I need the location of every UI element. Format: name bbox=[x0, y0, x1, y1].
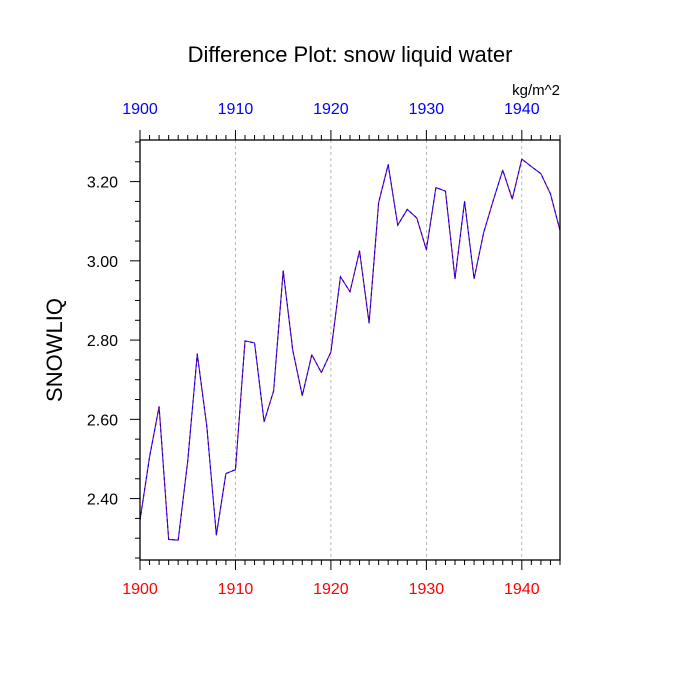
plot-frame bbox=[139, 139, 561, 561]
y-tick-label-3.00: 3.00 bbox=[87, 254, 118, 271]
x-tick-label-top-1900: 1900 bbox=[122, 101, 158, 118]
x-tick-label-bottom-1920: 1920 bbox=[313, 581, 349, 598]
x-tick-label-bottom-1910: 1910 bbox=[218, 581, 254, 598]
x-tick-label-bottom-1940: 1940 bbox=[504, 581, 540, 598]
series-line bbox=[139, 158, 561, 541]
y-tick-label-3.20: 3.20 bbox=[87, 175, 118, 192]
y-tick-label-2.80: 2.80 bbox=[87, 333, 118, 350]
chart-title: Difference Plot: snow liquid water bbox=[188, 42, 513, 67]
x-tick-label-top-1930: 1930 bbox=[409, 101, 445, 118]
x-tick-label-bottom-1930: 1930 bbox=[409, 581, 445, 598]
tick-labels: 1900 1900 1910 1910 1920 1920 1930 1930 1940 1940… bbox=[87, 101, 540, 598]
units-label: kg/m^2 bbox=[512, 82, 560, 99]
series-layer bbox=[139, 158, 561, 541]
axis-ticks bbox=[130, 130, 561, 570]
series-line-dash bbox=[139, 158, 561, 541]
x-tick-label-bottom-1900: 1900 bbox=[122, 581, 158, 598]
y-tick-label-2.40: 2.40 bbox=[87, 492, 118, 509]
y-tick-label-2.60: 2.60 bbox=[87, 412, 118, 429]
x-tick-label-top-1910: 1910 bbox=[218, 101, 254, 118]
y-axis-label: SNOWLIQ bbox=[42, 298, 67, 402]
x-tick-label-top-1920: 1920 bbox=[313, 101, 349, 118]
x-tick-label-top-1940: 1940 bbox=[504, 101, 540, 118]
